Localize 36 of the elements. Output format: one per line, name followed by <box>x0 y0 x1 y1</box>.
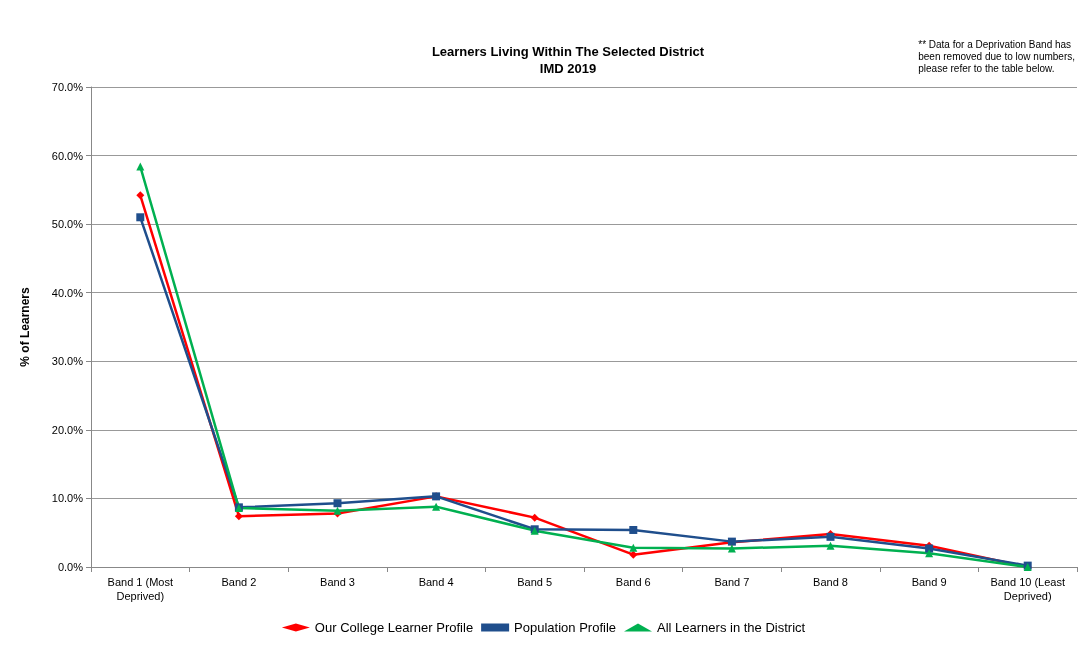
point <box>234 512 243 521</box>
point <box>629 525 638 534</box>
point <box>629 543 638 552</box>
y-tick-label: 10.0% <box>51 492 84 505</box>
y-tick-label: 70.0% <box>51 81 84 93</box>
x-tick-label: Band 1 (Most Deprived) <box>107 576 174 602</box>
y-tick-label: 60.0% <box>51 149 84 162</box>
y-tick-label: 50.0% <box>51 218 84 231</box>
y-tick-label: 40.0% <box>51 286 84 299</box>
x-tick-label: Band 2 <box>221 576 257 588</box>
y-axis-title: % of Learners <box>18 286 32 367</box>
x-tick-label: Band 3 <box>320 576 355 588</box>
y-tick-label: 20.0% <box>51 423 84 436</box>
point <box>925 549 934 558</box>
point <box>136 191 145 200</box>
x-tick-label: Band 4 <box>418 576 454 588</box>
point <box>136 213 145 222</box>
y-tick-label: 0.0% <box>57 561 84 573</box>
x-tick-label: Band 9 <box>911 576 947 588</box>
chart-title: Learners Living Within The Selected District IMD 2019 <box>431 44 705 76</box>
text: ** Data for a Deprivation Band has been removed due to low numbers, please refer to the table below. <box>918 38 1076 74</box>
legend-label: Population Profile <box>514 620 617 635</box>
x-tick-label: Band 7 <box>714 576 750 588</box>
y-tick-label: 30.0% <box>51 355 84 368</box>
x-tick-label: Band 10 (Least Deprived) <box>990 576 1066 602</box>
point <box>136 162 145 171</box>
x-tick-label: Band 6 <box>615 576 651 588</box>
point <box>826 541 835 550</box>
legend-label: Our College Learner Profile <box>314 620 474 635</box>
legend-label: All Learners in the District <box>657 620 806 635</box>
point <box>530 513 539 522</box>
x-tick-label: Band 5 <box>517 576 553 588</box>
point <box>333 499 342 508</box>
point <box>432 502 441 511</box>
point <box>629 550 638 559</box>
x-tick-label: Band 8 <box>813 576 848 588</box>
